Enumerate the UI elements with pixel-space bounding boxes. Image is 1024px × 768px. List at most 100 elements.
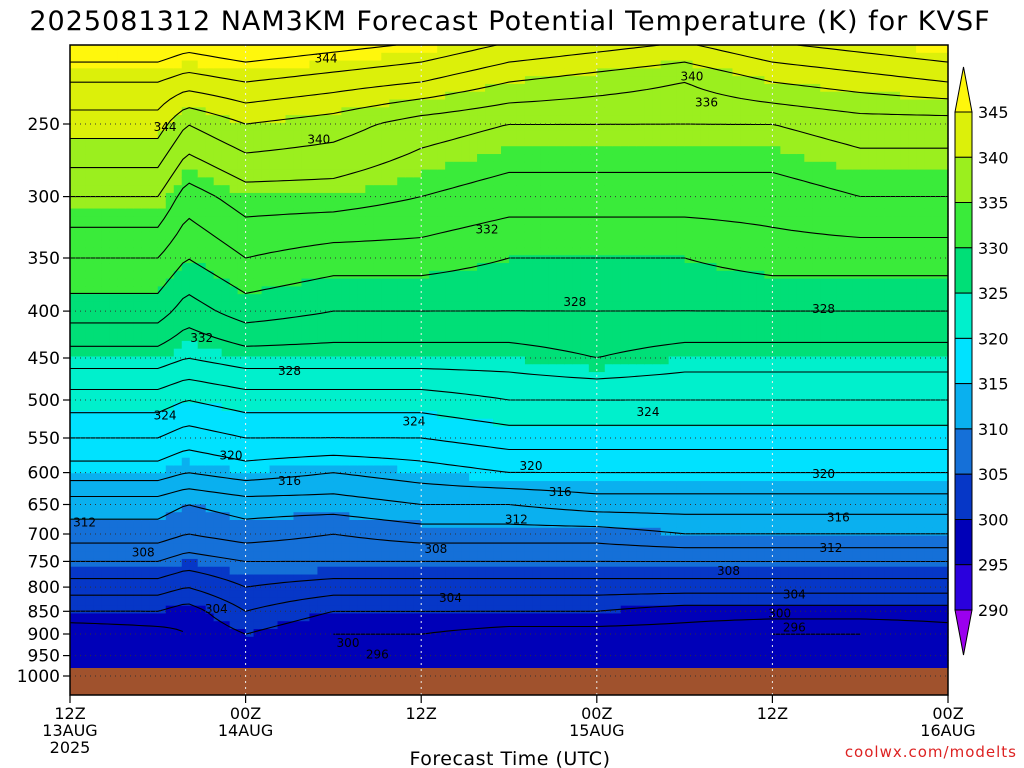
fill-cell [117,309,127,319]
fill-cell [261,317,271,326]
fill-cell [261,457,271,467]
fill-cell [85,613,95,622]
fill-cell [285,574,295,583]
fill-cell [405,613,414,622]
fill-cell [357,597,366,607]
fill-cell [181,317,191,326]
fill-cell [524,558,534,568]
fill-cell [556,379,566,389]
fill-cell [540,644,550,653]
fill-cell [437,161,446,171]
fill-cell [532,403,542,412]
fill-cell [189,613,199,622]
fill-cell [85,527,95,537]
fill-cell [421,442,430,451]
fill-cell [405,317,414,326]
fill-cell [532,130,542,140]
fill-cell [181,535,191,544]
fill-cell [181,418,191,428]
fill-cell [141,465,151,474]
fill-cell [461,138,470,147]
fill-cell [141,286,151,295]
fill-cell [253,348,263,358]
fill-cell [133,348,143,358]
fill-cell [133,278,143,287]
fill-cell [157,99,167,108]
fill-cell [469,449,478,459]
fill-cell [189,231,199,241]
fill-cell [293,590,303,599]
fill-cell [117,558,127,568]
fill-cell [253,161,263,171]
fill-cell [269,605,279,615]
fill-cell [277,551,287,560]
fill-cell [453,410,462,420]
fill-cell [365,348,374,358]
fill-cell [301,582,311,591]
fill-cell [221,247,231,256]
fill-cell [564,278,574,287]
fill-cell [165,91,175,101]
fill-cell [373,138,382,147]
fill-cell [405,247,414,256]
fill-cell [77,488,87,498]
fill-cell [173,660,183,669]
fill-cell [501,208,510,217]
fill-cell [237,496,247,506]
fill-cell [477,309,486,319]
fill-cell [269,597,279,607]
fill-cell [141,597,151,607]
fill-cell [149,130,159,140]
fill-cell [556,410,566,420]
fill-cell [564,169,574,178]
fill-cell [77,613,87,622]
fill-cell [213,278,223,287]
fill-cell [181,224,191,233]
fill-cell [197,582,207,591]
fill-cell [229,224,239,233]
fill-cell [349,527,358,537]
fill-cell [77,286,87,295]
fill-cell [133,68,143,77]
fill-cell [189,185,199,194]
fill-cell [70,488,79,498]
fill-cell [540,91,550,101]
fill-cell [373,621,382,630]
fill-cell [125,597,135,607]
fill-cell [429,138,438,147]
fill-cell [540,185,550,194]
fill-cell [221,418,231,428]
fill-cell [277,403,287,412]
fill-cell [309,488,319,498]
fill-cell [540,442,550,451]
fill-cell [564,255,574,264]
fill-cell [229,348,239,358]
fill-cell [213,309,223,319]
fill-cell [213,403,223,412]
fill-cell [101,605,111,615]
fill-cell [157,644,167,653]
fill-cell [285,270,295,280]
fill-cell [469,558,478,568]
fill-cell [397,395,406,404]
fill-cell [101,177,111,186]
fill-cell [205,496,215,506]
fill-cell [524,239,534,249]
fill-cell [173,325,183,334]
fill-cell [141,317,151,326]
fill-cell [277,465,287,474]
fill-cell [349,473,358,482]
fill-cell [501,551,510,560]
fill-cell [70,403,79,412]
fill-cell [349,83,358,93]
fill-cell [157,309,167,319]
fill-cell [333,629,342,638]
fill-cell [548,418,558,428]
fill-cell [277,107,287,116]
fill-cell [285,395,295,404]
fill-cell [485,333,494,342]
fill-cell [485,481,494,490]
fill-cell [125,434,135,443]
fill-cell [445,372,454,381]
fill-cell [221,224,231,233]
